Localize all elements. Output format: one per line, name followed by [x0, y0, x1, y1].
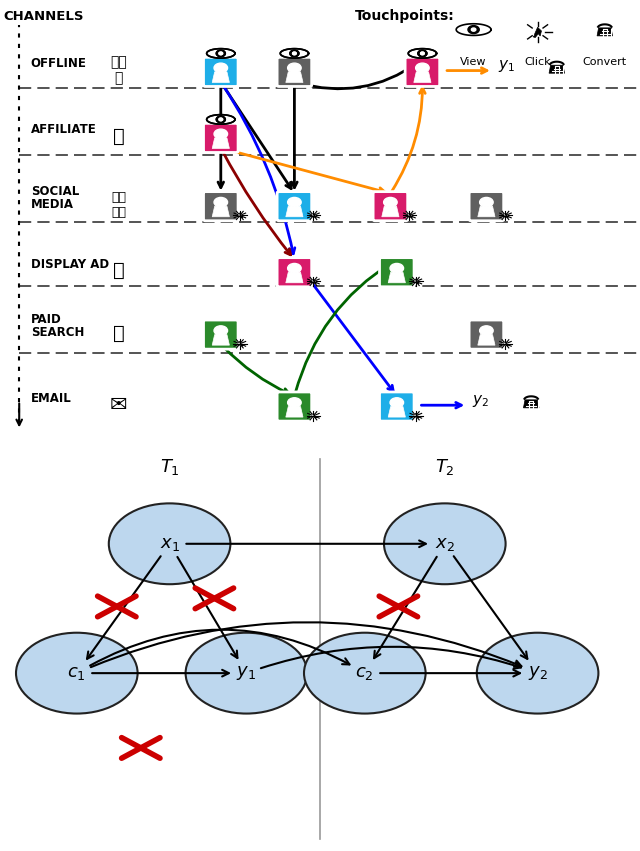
- Circle shape: [420, 52, 424, 54]
- Circle shape: [287, 264, 301, 273]
- Polygon shape: [286, 272, 303, 283]
- Text: ✉: ✉: [109, 395, 127, 415]
- Text: Click: Click: [524, 57, 551, 67]
- Text: View: View: [460, 57, 487, 67]
- Circle shape: [290, 50, 299, 57]
- Text: $y_1$: $y_1$: [236, 664, 257, 683]
- FancyBboxPatch shape: [204, 320, 238, 349]
- Text: Convert: Convert: [583, 57, 627, 67]
- Text: PAID
SEARCH: PAID SEARCH: [31, 313, 84, 340]
- Polygon shape: [212, 334, 229, 346]
- Text: $y_2$: $y_2$: [527, 664, 548, 683]
- Ellipse shape: [16, 633, 138, 713]
- Text: $T_1$: $T_1$: [159, 457, 180, 477]
- FancyBboxPatch shape: [277, 258, 312, 287]
- Circle shape: [383, 197, 397, 207]
- Polygon shape: [212, 138, 229, 148]
- Circle shape: [292, 52, 296, 54]
- Polygon shape: [382, 206, 399, 217]
- FancyBboxPatch shape: [204, 191, 238, 220]
- Text: ⓕⓨ
ⓣⓦ: ⓕⓨ ⓣⓦ: [111, 191, 126, 219]
- Polygon shape: [549, 66, 564, 73]
- Circle shape: [216, 117, 225, 123]
- FancyBboxPatch shape: [277, 57, 312, 87]
- Circle shape: [219, 118, 223, 121]
- Circle shape: [214, 326, 228, 335]
- Text: 📺📻
📰: 📺📻 📰: [110, 55, 127, 86]
- FancyBboxPatch shape: [380, 258, 414, 287]
- Polygon shape: [524, 400, 539, 408]
- Ellipse shape: [186, 633, 307, 713]
- Circle shape: [216, 50, 225, 57]
- Ellipse shape: [304, 633, 426, 713]
- Circle shape: [216, 50, 225, 57]
- Circle shape: [471, 28, 476, 31]
- FancyBboxPatch shape: [469, 191, 504, 220]
- Text: DISPLAY AD: DISPLAY AD: [31, 258, 109, 271]
- Circle shape: [468, 26, 479, 33]
- FancyBboxPatch shape: [277, 191, 312, 220]
- Circle shape: [390, 264, 404, 273]
- Circle shape: [292, 52, 296, 54]
- Circle shape: [216, 117, 225, 123]
- Text: EMAIL: EMAIL: [31, 391, 72, 405]
- Circle shape: [290, 50, 299, 57]
- Text: 🤝: 🤝: [113, 127, 124, 146]
- Text: $y_2$: $y_2$: [472, 392, 490, 408]
- FancyBboxPatch shape: [373, 191, 408, 220]
- FancyBboxPatch shape: [204, 57, 238, 87]
- Circle shape: [420, 52, 424, 54]
- Circle shape: [418, 50, 427, 57]
- Circle shape: [418, 50, 427, 57]
- Polygon shape: [388, 272, 405, 283]
- Text: $T_2$: $T_2$: [435, 457, 454, 477]
- FancyBboxPatch shape: [277, 392, 312, 421]
- Text: 🔍: 🔍: [113, 323, 124, 343]
- Text: 🖥: 🖥: [113, 261, 124, 280]
- Text: SOCIAL
MEDIA: SOCIAL MEDIA: [31, 185, 79, 211]
- Text: $x_2$: $x_2$: [435, 534, 455, 553]
- Polygon shape: [478, 206, 495, 217]
- FancyBboxPatch shape: [469, 320, 504, 349]
- Polygon shape: [286, 407, 303, 417]
- Circle shape: [479, 326, 493, 335]
- Text: $y_1$: $y_1$: [498, 58, 515, 74]
- Circle shape: [219, 52, 223, 54]
- Polygon shape: [212, 206, 229, 217]
- Circle shape: [214, 63, 228, 72]
- Circle shape: [214, 129, 228, 139]
- FancyBboxPatch shape: [405, 57, 440, 87]
- Circle shape: [479, 197, 493, 207]
- Text: OFFLINE: OFFLINE: [31, 57, 86, 71]
- Text: Touchpoints:: Touchpoints:: [355, 9, 455, 23]
- Circle shape: [287, 397, 301, 408]
- Polygon shape: [414, 71, 431, 83]
- Polygon shape: [286, 206, 303, 217]
- Ellipse shape: [384, 504, 506, 585]
- FancyBboxPatch shape: [380, 392, 414, 421]
- Polygon shape: [533, 27, 541, 37]
- Circle shape: [390, 397, 404, 408]
- Circle shape: [219, 118, 223, 121]
- Circle shape: [415, 63, 429, 72]
- Text: $x_1$: $x_1$: [159, 534, 180, 553]
- Text: AFFILIATE: AFFILIATE: [31, 123, 97, 136]
- Circle shape: [214, 197, 228, 207]
- Polygon shape: [212, 71, 229, 83]
- Circle shape: [287, 197, 301, 207]
- FancyBboxPatch shape: [204, 123, 238, 152]
- Polygon shape: [597, 28, 612, 36]
- Text: CHANNELS: CHANNELS: [3, 10, 84, 23]
- Ellipse shape: [477, 633, 598, 713]
- Polygon shape: [478, 334, 495, 346]
- Polygon shape: [286, 71, 303, 83]
- Text: $c_2$: $c_2$: [355, 664, 374, 683]
- Text: $c_1$: $c_1$: [67, 664, 86, 683]
- Polygon shape: [388, 407, 405, 417]
- Ellipse shape: [109, 504, 230, 585]
- Circle shape: [287, 63, 301, 72]
- Circle shape: [219, 52, 223, 54]
